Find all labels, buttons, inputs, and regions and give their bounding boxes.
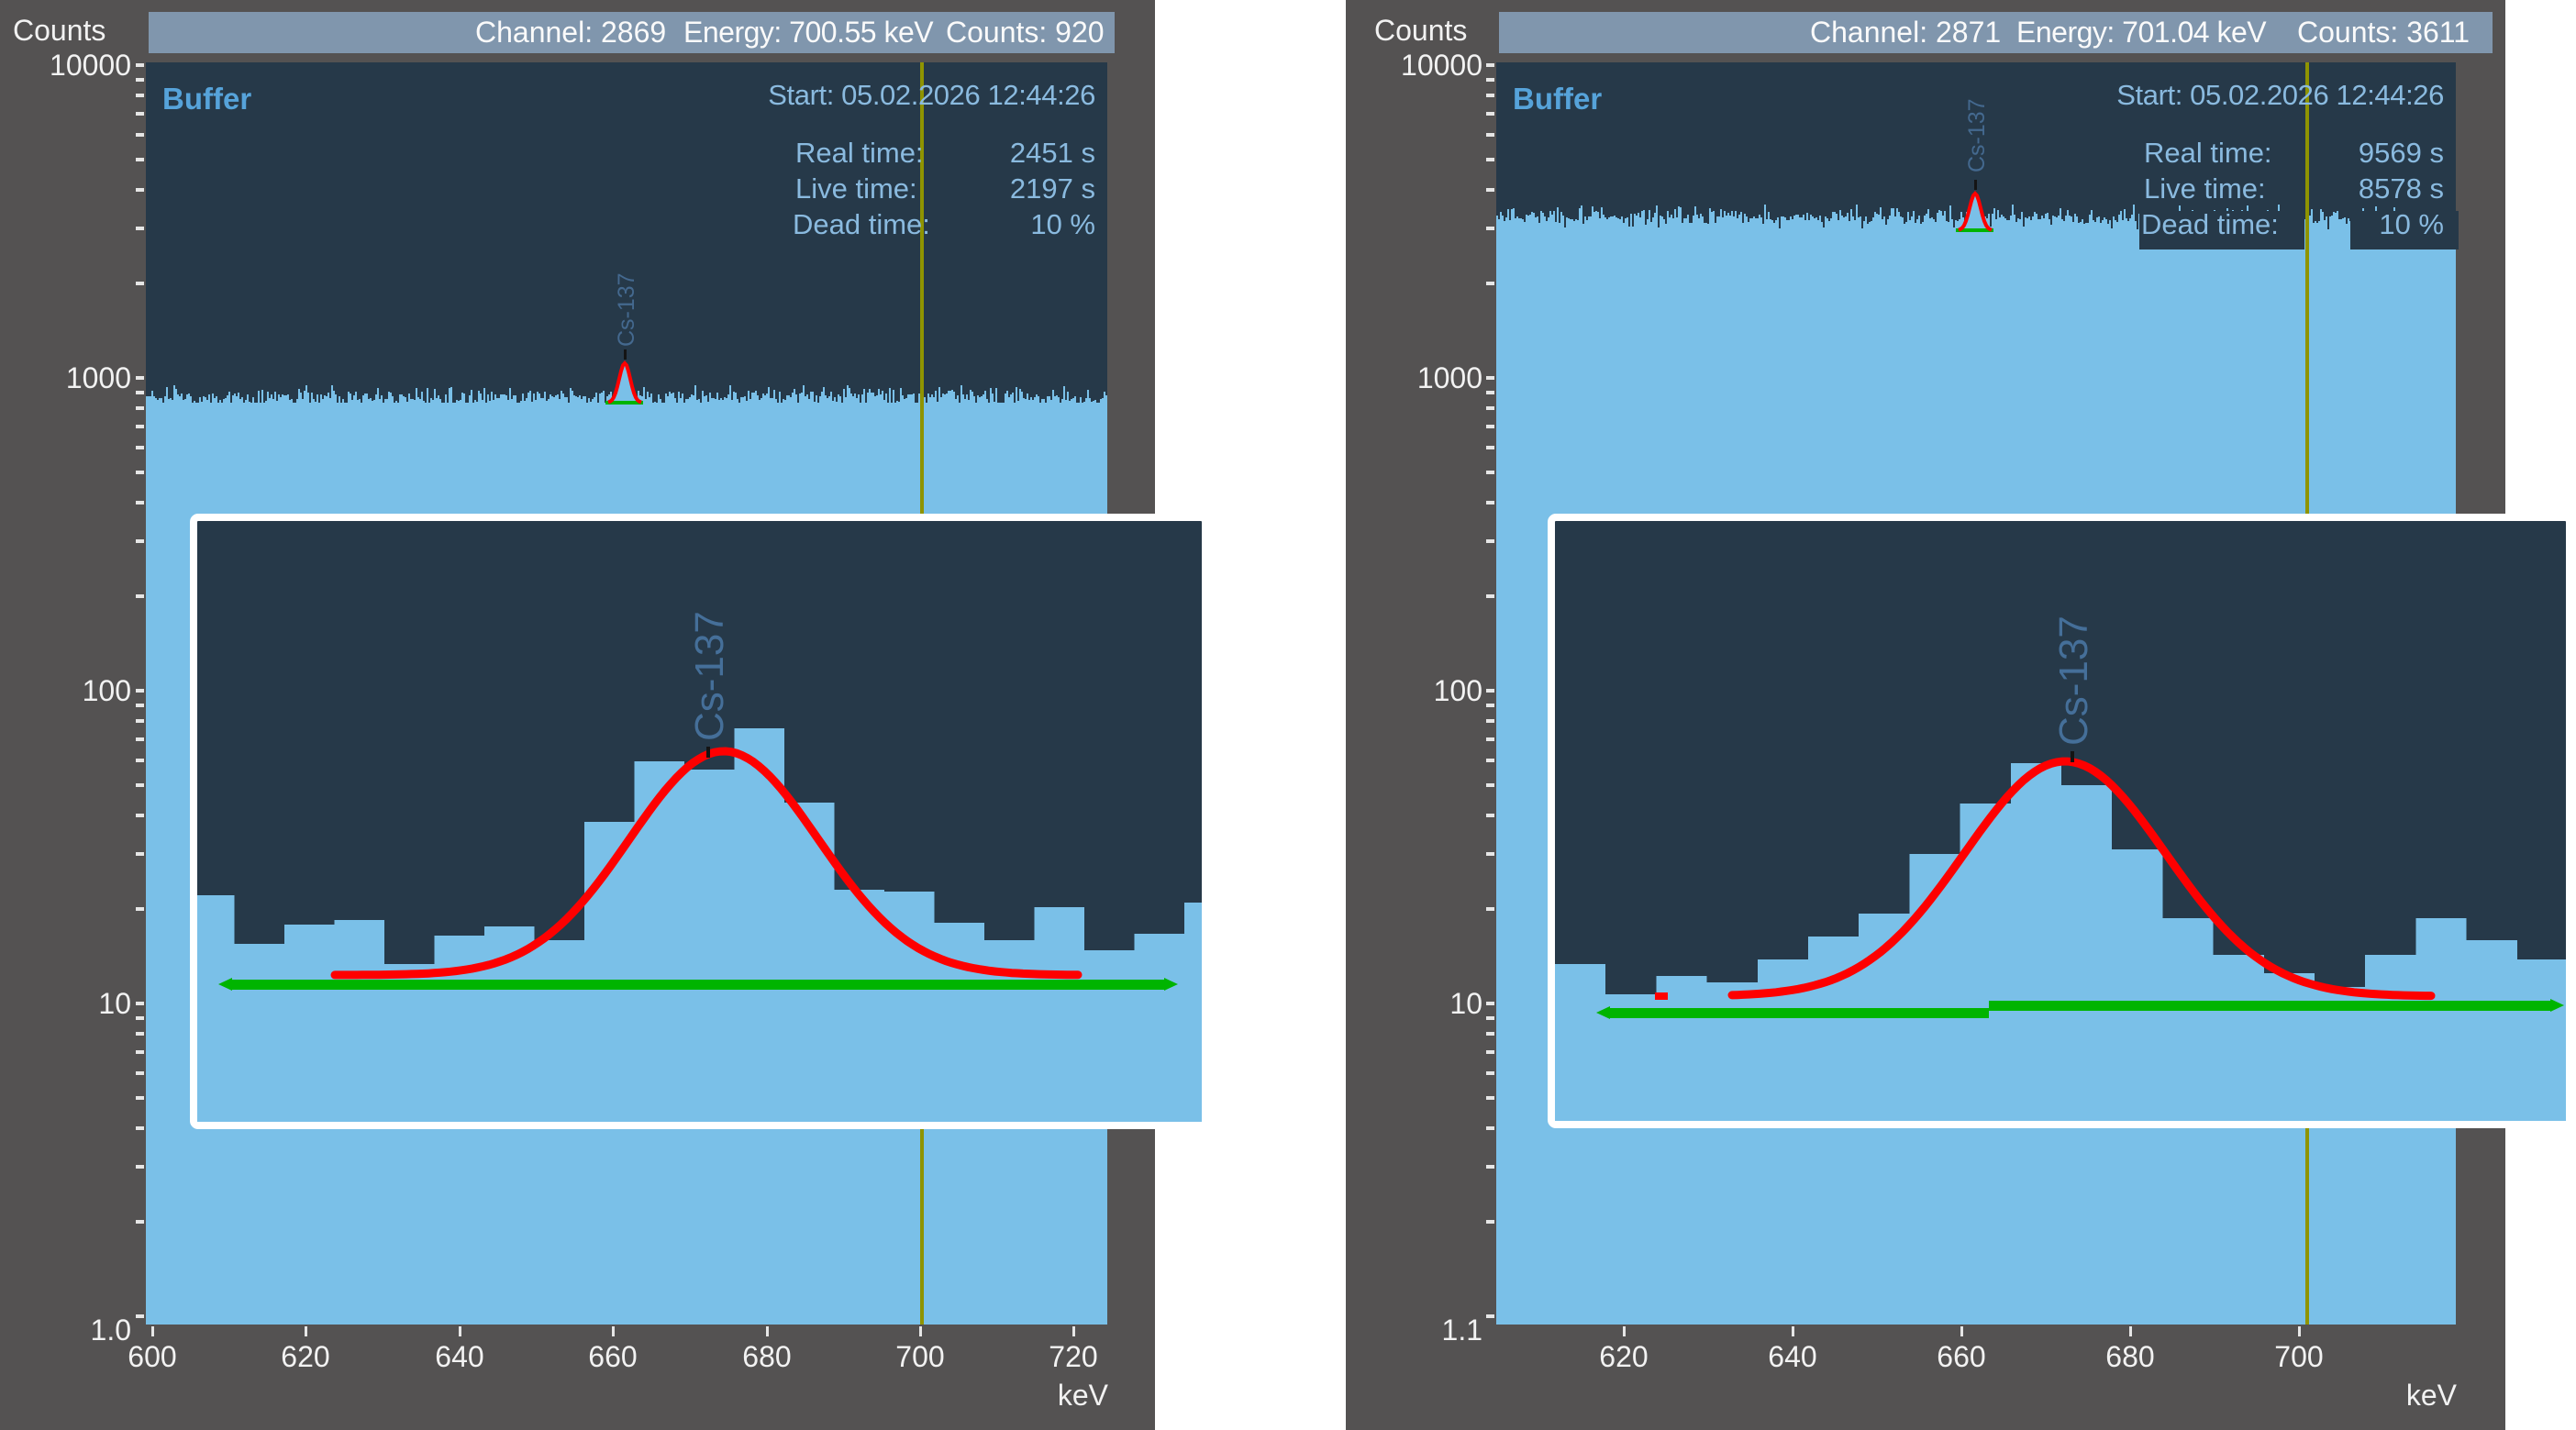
svg-text:640: 640 bbox=[1768, 1340, 1816, 1373]
svg-text:Cs-137: Cs-137 bbox=[687, 611, 732, 741]
svg-text:Counts: Counts bbox=[13, 14, 105, 47]
svg-text:keV: keV bbox=[2406, 1379, 2458, 1412]
svg-text:1000: 1000 bbox=[66, 361, 131, 394]
svg-text:Real time:: Real time: bbox=[2144, 137, 2272, 169]
svg-text:10000: 10000 bbox=[1401, 49, 1482, 82]
svg-text:Buffer: Buffer bbox=[162, 82, 251, 116]
svg-text:700: 700 bbox=[895, 1340, 944, 1373]
svg-text:Live time:: Live time: bbox=[795, 172, 917, 205]
svg-text:2451 s: 2451 s bbox=[1010, 137, 1095, 169]
svg-text:Cs-137: Cs-137 bbox=[614, 272, 639, 347]
svg-text:Cs-137: Cs-137 bbox=[1964, 98, 1990, 172]
svg-text:1.0: 1.0 bbox=[91, 1314, 131, 1347]
svg-text:Live time:: Live time: bbox=[2144, 172, 2266, 205]
svg-text:Channel: 2871: Channel: 2871 bbox=[1810, 16, 2001, 49]
svg-text:660: 660 bbox=[1937, 1340, 1985, 1373]
svg-text:Energy: 700.55 keV: Energy: 700.55 keV bbox=[683, 16, 934, 49]
svg-text:620: 620 bbox=[281, 1340, 329, 1373]
svg-text:10: 10 bbox=[1449, 987, 1482, 1020]
svg-text:700: 700 bbox=[2274, 1340, 2323, 1373]
svg-text:Counts: 3611: Counts: 3611 bbox=[2297, 16, 2470, 49]
svg-text:720: 720 bbox=[1049, 1340, 1097, 1373]
svg-text:100: 100 bbox=[83, 674, 131, 707]
svg-text:600: 600 bbox=[128, 1340, 176, 1373]
svg-text:keV: keV bbox=[1058, 1379, 1109, 1412]
svg-text:Start: 05.02.2026 12:44:26: Start: 05.02.2026 12:44:26 bbox=[2116, 79, 2444, 111]
svg-text:680: 680 bbox=[2105, 1340, 2154, 1373]
svg-text:Cs-137: Cs-137 bbox=[2051, 615, 2096, 746]
svg-text:8578 s: 8578 s bbox=[2359, 172, 2444, 205]
svg-text:Dead time:: Dead time: bbox=[2141, 208, 2279, 240]
svg-text:Channel: 2869: Channel: 2869 bbox=[475, 16, 666, 49]
svg-text:Real time:: Real time: bbox=[795, 137, 924, 169]
svg-text:10 %: 10 % bbox=[1030, 208, 1095, 240]
svg-text:1000: 1000 bbox=[1417, 361, 1482, 394]
svg-text:620: 620 bbox=[1599, 1340, 1648, 1373]
svg-text:9569 s: 9569 s bbox=[2359, 137, 2444, 169]
svg-text:Start: 05.02.2026 12:44:26: Start: 05.02.2026 12:44:26 bbox=[768, 79, 1095, 111]
svg-text:Counts: Counts bbox=[1374, 14, 1467, 47]
svg-text:1.1: 1.1 bbox=[1442, 1314, 1482, 1347]
svg-text:10 %: 10 % bbox=[2379, 208, 2444, 240]
svg-text:10: 10 bbox=[98, 987, 131, 1020]
svg-text:Buffer: Buffer bbox=[1513, 82, 1602, 116]
svg-text:660: 660 bbox=[588, 1340, 637, 1373]
svg-text:10000: 10000 bbox=[50, 49, 131, 82]
svg-text:640: 640 bbox=[435, 1340, 483, 1373]
svg-text:2197 s: 2197 s bbox=[1010, 172, 1095, 205]
svg-text:Energy: 701.04 keV: Energy: 701.04 keV bbox=[2016, 16, 2267, 49]
svg-text:680: 680 bbox=[742, 1340, 791, 1373]
svg-text:100: 100 bbox=[1434, 674, 1482, 707]
svg-text:Counts: 920: Counts: 920 bbox=[946, 16, 1105, 49]
svg-text:Dead time:: Dead time: bbox=[793, 208, 930, 240]
